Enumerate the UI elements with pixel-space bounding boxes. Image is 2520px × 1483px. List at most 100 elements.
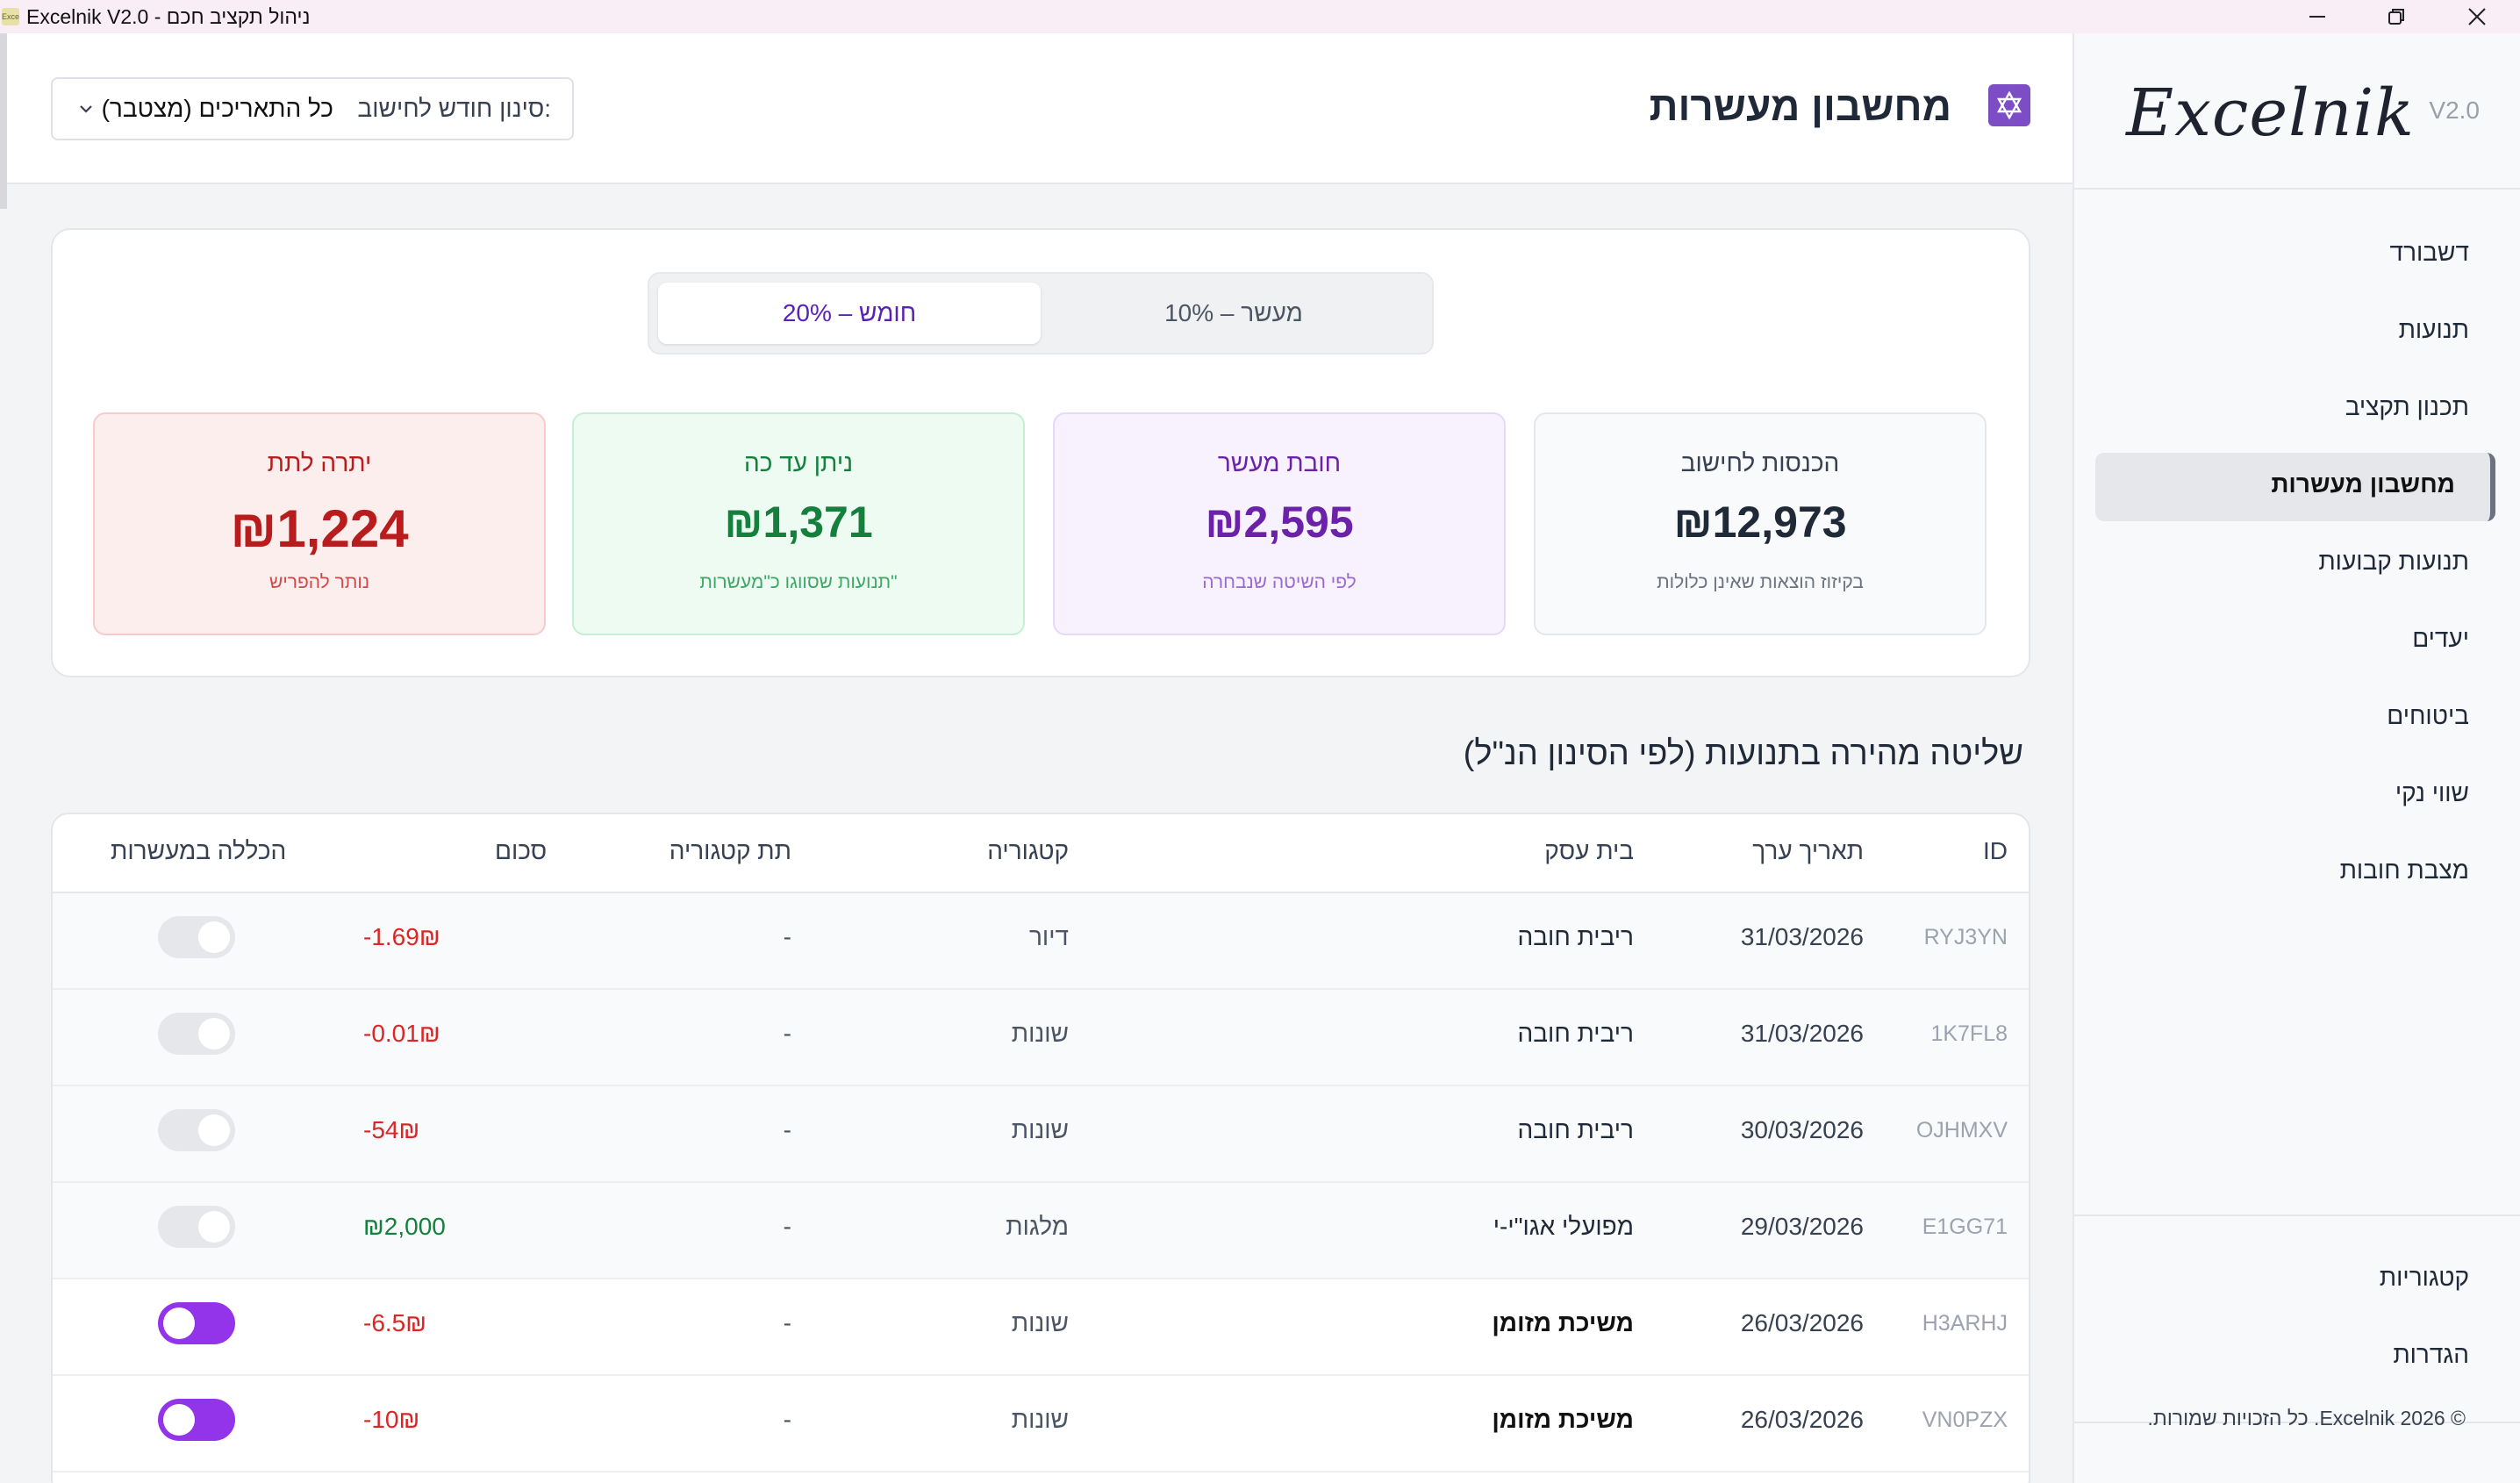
restore-button[interactable] [2357,0,2436,33]
cell-amount: -1.69₪ [363,923,440,950]
copyright-footer: © 2026 Excelnik. כל הזכויות שמורות. [2147,1407,2466,1429]
cell-amount: -10₪ [363,1406,420,1433]
toggle-knob [163,1307,195,1339]
close-button[interactable] [2438,0,2516,33]
cell-subcategory: - [783,1309,791,1336]
cell-date: 26/03/2026 [1740,1406,1864,1433]
stat-income: הכנסות לחישוב ₪12,973 בקיזוז הוצאות שאינ… [1534,412,1987,635]
section-title: שליטה מהירה בתנועות (לפי הסינון הנ"ל) [1463,735,2023,772]
cell-business: מפועלי אגו"י-י [1493,1213,1634,1240]
cell-id: VN0PZX [1922,1408,2008,1432]
sidebar-item-insurance[interactable]: ביטוחים [2387,702,2469,729]
column-header-amount[interactable]: סכום [495,837,548,864]
column-header-include[interactable]: הכללה במעשרות [111,837,287,864]
column-header-date[interactable]: תאריך ערך [1752,837,1864,864]
page-title: מחשבון מעשרות [1649,83,1951,129]
include-toggle[interactable] [158,1206,235,1248]
include-toggle[interactable] [158,1399,235,1441]
cell-business: ריבית חובה [1517,1020,1634,1047]
stat-owed: חובת מעשר ₪2,595 לפי השיטה שנבחרה [1053,412,1506,635]
window-title: Excelnik V2.0 - ניהול תקציב חכם [26,5,311,28]
include-toggle[interactable] [158,1013,235,1055]
cell-amount: ₪2,000 [363,1213,446,1240]
column-header-business[interactable]: בית עסק [1544,837,1634,864]
cell-date: 31/03/2026 [1740,923,1864,950]
sidebar: Excelnik V2.0 דשבורד תנועות תכנון תקציב … [2073,33,2520,1483]
table-row: RYJ3YN 31/03/2026 ריבית חובה דיור - -1.6… [53,893,2029,990]
stat-value: ₪12,973 [1673,498,1847,547]
close-icon [2468,8,2486,25]
toggle-knob [198,1114,230,1146]
stat-subtext: לפי השיטה שנבחרה [1202,572,1357,592]
column-header-subcategory[interactable]: תת קטגוריה [669,837,791,864]
cell-category: שונות [1011,1020,1069,1047]
cell-subcategory: - [783,1020,791,1047]
sidebar-divider [2074,1214,2520,1216]
sidebar-item-debts[interactable]: מצבת חובות [2339,856,2469,884]
toggle-knob [198,921,230,953]
stat-label: ניתן עד כה [743,449,854,476]
cell-subcategory: - [783,923,791,950]
sidebar-item-settings[interactable]: הגדרות [2393,1341,2469,1368]
tithe-summary-card: חומש – 20% מעשר – 10% הכנסות לחישוב ₪12,… [51,228,2030,677]
sidebar-item-dashboard[interactable]: דשבורד [2389,239,2469,266]
stat-remaining: יתרה לתת ₪1,224 נותר להפריש [93,412,546,635]
cell-subcategory: - [783,1213,791,1240]
restore-icon [2388,9,2404,25]
sidebar-item-goals[interactable]: יעדים [2412,625,2469,652]
cell-business: משיכת מזומן [1492,1406,1634,1433]
minimize-button[interactable] [2278,0,2357,33]
transactions-table: ID תאריך ערך בית עסק קטגוריה תת קטגוריה … [51,813,2030,1483]
cell-id: RYJ3YN [1923,925,2008,949]
stat-subtext: נותר להפריש [268,572,369,592]
cell-category: שונות [1011,1116,1069,1143]
scrollbar[interactable] [0,33,7,209]
toggle-knob [198,1211,230,1243]
cell-business: משיכת מזומן [1492,1309,1634,1336]
stat-label: חובת מעשר [1217,449,1342,476]
sidebar-item-tithe-calculator[interactable]: מחשבון מעשרות [2095,453,2495,521]
cell-id: H3ARHJ [1922,1311,2008,1336]
cell-date: 26/03/2026 [1740,1309,1864,1336]
stat-value: ₪1,371 [724,498,873,547]
stat-subtext: בקיזוז הוצאות שאינן כלולות [1657,572,1864,592]
page-header: מחשבון מעשרות סינון חודש לחישוב: כל התאר… [7,33,2073,184]
cell-date: 31/03/2026 [1740,1020,1864,1047]
method-option-maaser[interactable]: מעשר – 10% [1164,299,1303,326]
cell-date: 29/03/2026 [1740,1213,1864,1240]
stat-value: ₪1,224 [230,499,409,558]
stat-label: הכנסות לחישוב [1680,449,1840,476]
app-icon: Excelnik [2,8,19,25]
cell-category: מלגות [1006,1213,1069,1240]
month-filter-label: סינון חודש לחישוב: [357,95,551,122]
sidebar-divider [2074,188,2520,190]
cell-category: שונות [1011,1406,1069,1433]
sidebar-item-transactions[interactable]: תנועות [2398,316,2469,343]
cell-subcategory: - [783,1406,791,1433]
table-row: OJHMXV 30/03/2026 ריבית חובה שונות - -54… [53,1086,2029,1183]
cell-business: ריבית חובה [1517,923,1634,950]
cell-date: 30/03/2026 [1740,1116,1864,1143]
app-version: V2.0 [2429,97,2480,124]
include-toggle[interactable] [158,916,235,958]
cell-category: שונות [1011,1309,1069,1336]
toggle-knob [198,1018,230,1050]
column-header-category[interactable]: קטגוריה [987,837,1069,864]
stat-label: יתרה לתת [267,449,372,476]
toggle-knob [163,1404,195,1436]
table-header: ID תאריך ערך בית עסק קטגוריה תת קטגוריה … [53,814,2029,893]
cell-amount: -0.01₪ [363,1020,440,1047]
method-option-chomesh[interactable]: חומש – 20% [658,283,1041,344]
sidebar-item-net-worth[interactable]: שווי נקי [2395,779,2469,806]
cell-subcategory: - [783,1116,791,1143]
column-header-id[interactable]: ID [1983,837,2008,864]
month-filter-value: כל התאריכים (מצטבר) [101,95,333,122]
month-filter-select[interactable]: סינון חודש לחישוב: כל התאריכים (מצטבר) [51,77,574,140]
include-toggle[interactable] [158,1302,235,1344]
method-toggle: חומש – 20% מעשר – 10% [648,272,1434,355]
sidebar-item-budget-planning[interactable]: תכנון תקציב [2345,393,2469,420]
include-toggle[interactable] [158,1109,235,1151]
sidebar-item-categories[interactable]: קטגוריות [2379,1264,2469,1291]
sidebar-item-recurring[interactable]: תנועות קבועות [2318,548,2469,575]
minimize-icon [2309,16,2325,18]
